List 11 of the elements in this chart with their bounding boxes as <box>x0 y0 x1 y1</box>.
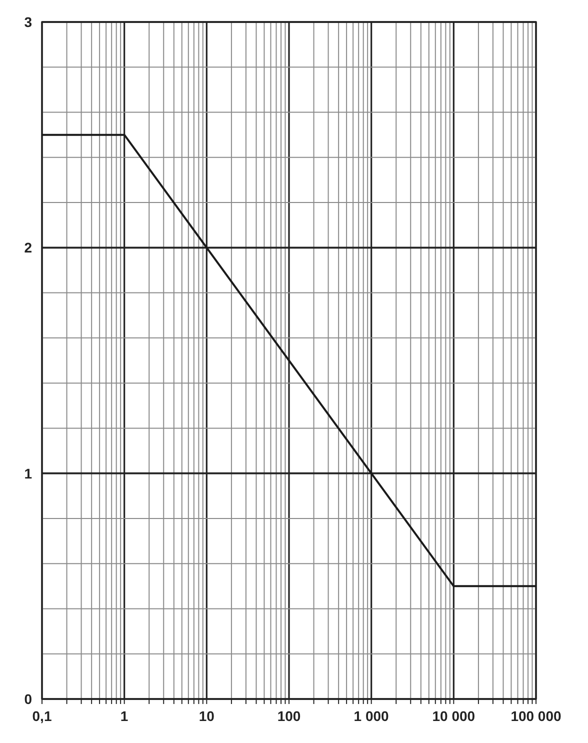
y-tick-label: 0 <box>24 691 32 707</box>
x-tick-label: 10 <box>198 708 215 724</box>
y-tick-label: 1 <box>24 465 32 482</box>
x-tick-label: 0,1 <box>32 708 52 724</box>
x-tick-label: 1 <box>120 708 128 724</box>
x-tick-label: 100 <box>277 708 301 724</box>
x-tick-label: 1 000 <box>354 708 390 724</box>
x-tick-label: 100 000 <box>510 708 562 724</box>
x-tick-label: 10 000 <box>432 708 476 724</box>
y-tick-label: 2 <box>24 240 32 256</box>
y-tick-label: 3 <box>24 14 32 30</box>
